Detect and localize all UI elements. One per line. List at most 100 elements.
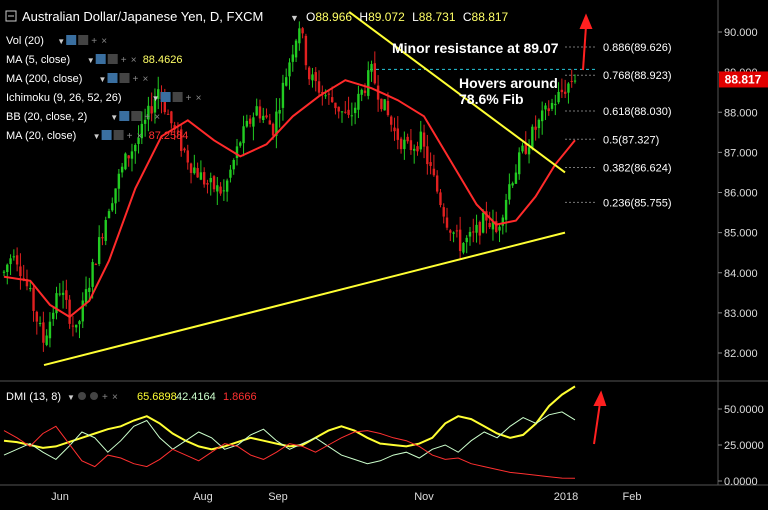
- candle-body: [340, 111, 344, 113]
- candle: [390, 115, 393, 132]
- trendline-resistance[interactable]: [348, 11, 566, 174]
- candle: [232, 158, 235, 175]
- dmi-controls[interactable]: + ×: [78, 392, 118, 403]
- candle-body: [567, 83, 570, 93]
- close-icon[interactable]: ×: [143, 74, 149, 85]
- symbol-title[interactable]: Australian Dollar/Japanese Yen, D, FXCM: [22, 9, 263, 24]
- add-icon[interactable]: +: [186, 93, 192, 104]
- settings-icon[interactable]: [107, 54, 118, 64]
- candle-body: [285, 77, 288, 86]
- collapse-icon[interactable]: [5, 10, 17, 22]
- candle-body: [468, 231, 472, 237]
- settings-icon[interactable]: [131, 111, 142, 121]
- settings-icon[interactable]: [172, 92, 183, 102]
- candle: [334, 102, 337, 115]
- dmi-tick-label: 0.0000: [724, 476, 758, 488]
- indicator-label[interactable]: BB (20, close, 2): [6, 111, 87, 123]
- indicator-menu-caret-icon[interactable]: ▼: [99, 75, 107, 84]
- indicator-label[interactable]: Ichimoku (9, 26, 52, 26): [6, 92, 122, 104]
- candle: [527, 139, 531, 164]
- candle-body: [196, 168, 199, 178]
- add-icon[interactable]: +: [133, 74, 139, 85]
- candle: [298, 21, 301, 51]
- up-arrow-icon: [579, 13, 593, 71]
- candle-body: [199, 172, 203, 180]
- fib-level-label: 0.618(88.030): [603, 106, 672, 118]
- close-icon[interactable]: ×: [112, 392, 118, 403]
- time-axis[interactable]: Jun Aug Sep Nov 2018 Feb: [51, 491, 641, 503]
- add-icon[interactable]: +: [102, 392, 108, 403]
- visibility-icon[interactable]: [101, 130, 112, 140]
- visibility-icon[interactable]: [160, 92, 171, 102]
- indicator-menu-caret-icon[interactable]: ▼: [110, 113, 118, 122]
- trendlines[interactable]: [43, 11, 566, 367]
- candle-body: [29, 288, 32, 290]
- settings-icon[interactable]: [113, 130, 124, 140]
- candle: [104, 216, 107, 246]
- indicator-menu-caret-icon[interactable]: ▼: [87, 56, 95, 65]
- visibility-icon[interactable]: [66, 35, 77, 45]
- candle-body: [350, 115, 354, 117]
- add-icon[interactable]: +: [91, 36, 97, 47]
- close-icon[interactable]: ×: [196, 93, 202, 104]
- close-icon[interactable]: ×: [101, 36, 107, 47]
- dmi-axis[interactable]: 0.0000 25.0000 50.0000: [718, 404, 764, 488]
- candle-body: [242, 126, 245, 144]
- candle-body: [248, 118, 252, 124]
- add-icon[interactable]: +: [144, 112, 150, 123]
- trendline-support[interactable]: [43, 231, 566, 367]
- candle: [557, 82, 560, 105]
- visibility-icon[interactable]: [78, 392, 86, 400]
- settings-icon[interactable]: [78, 35, 89, 45]
- add-icon[interactable]: +: [121, 55, 127, 66]
- candle: [52, 306, 55, 326]
- indicator-label[interactable]: Vol (20): [6, 35, 44, 47]
- close-icon[interactable]: ×: [137, 131, 143, 142]
- candle: [281, 74, 285, 121]
- visibility-icon[interactable]: [107, 73, 118, 83]
- price-axis[interactable]: 82.000 83.000 84.000 85.000 86.000 87.000 88.0…: [718, 27, 758, 360]
- time-tick-label: Jun: [51, 491, 69, 503]
- visibility-icon[interactable]: [95, 54, 106, 64]
- indicator-menu-caret-icon[interactable]: ▼: [152, 94, 160, 103]
- candle: [81, 292, 84, 329]
- price-tick-label: 88.000: [724, 107, 758, 119]
- dmi-menu-caret-icon[interactable]: ▼: [67, 393, 75, 402]
- dmi-label[interactable]: DMI (13, 8): [6, 391, 61, 403]
- candle: [563, 79, 567, 99]
- indicator-menu-caret-icon[interactable]: ▼: [93, 132, 101, 141]
- settings-icon[interactable]: [119, 73, 130, 83]
- candle-body: [435, 175, 439, 192]
- candle: [353, 102, 357, 125]
- candle-body: [288, 62, 291, 77]
- candle: [255, 98, 258, 117]
- candle-body: [32, 287, 35, 311]
- add-icon[interactable]: +: [127, 131, 133, 142]
- candle-body: [278, 109, 281, 114]
- candle: [567, 82, 570, 104]
- candle: [153, 88, 157, 124]
- candle: [114, 188, 117, 214]
- candle-body: [406, 136, 409, 142]
- candle: [462, 242, 465, 255]
- settings-icon[interactable]: [90, 392, 98, 400]
- indicator-label[interactable]: MA (5, close): [6, 54, 70, 66]
- candle: [248, 115, 252, 128]
- close-icon[interactable]: ×: [154, 112, 160, 123]
- candle-body: [6, 264, 9, 272]
- candle-body: [307, 67, 311, 80]
- candle-body: [140, 123, 144, 139]
- candle: [291, 44, 294, 72]
- candle: [311, 67, 314, 88]
- visibility-icon[interactable]: [119, 111, 130, 121]
- indicator-label[interactable]: MA (20, close): [6, 130, 76, 142]
- close-icon[interactable]: ×: [131, 55, 137, 66]
- candle-body: [429, 162, 432, 166]
- indicator-label[interactable]: MA (200, close): [6, 73, 82, 85]
- indicator-menu-caret-icon[interactable]: ▼: [57, 37, 65, 46]
- candle: [252, 112, 255, 141]
- symbol-menu-caret-icon[interactable]: ▼: [290, 13, 299, 23]
- candle-body: [258, 106, 262, 119]
